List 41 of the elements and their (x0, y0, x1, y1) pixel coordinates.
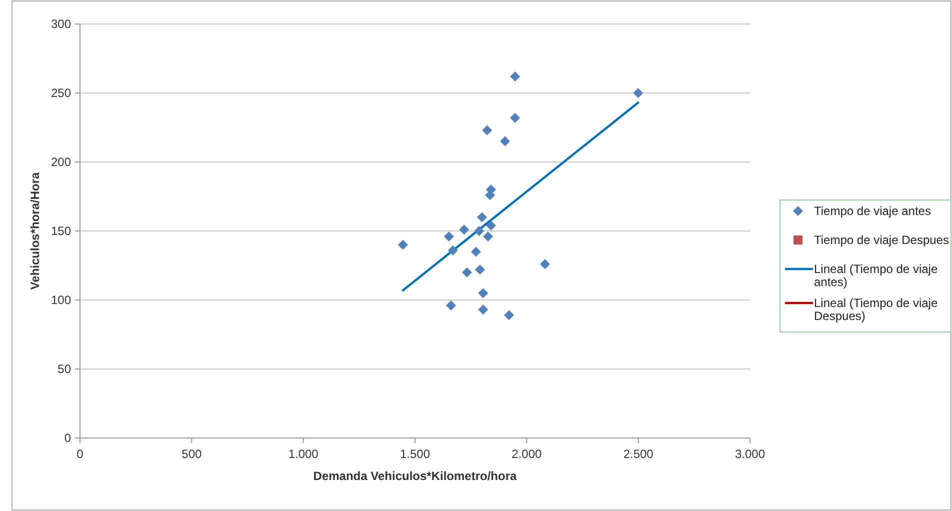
point (510, 71, 520, 82)
x-tick-label: 2.500 (623, 447, 654, 461)
point (510, 112, 520, 123)
point (504, 310, 514, 320)
y-tick-label: 0 (64, 431, 72, 445)
y-tick-label: 150 (50, 224, 72, 238)
point (462, 267, 472, 278)
x-tick-label: 2.000 (512, 447, 542, 461)
point (470, 246, 481, 257)
point (448, 245, 458, 256)
y-axis-title: Vehiculos*hora/Hora (28, 172, 42, 290)
point (483, 232, 494, 242)
x-tick-label: 1.000 (288, 447, 319, 461)
legend-label: Tiempo de viaje antes (814, 204, 931, 218)
legend-label: Lineal (Tiempo de viaje Despues) (814, 296, 938, 323)
x-axis-title: Demanda Vehiculos*Kilometro/hora (313, 469, 518, 483)
point (474, 264, 485, 275)
point (446, 300, 456, 311)
x-tick-label: 1.500 (400, 447, 430, 461)
point (478, 288, 488, 298)
y-tick-label: 300 (50, 17, 72, 31)
x-tick-label: 3.000 (734, 447, 766, 461)
point (486, 220, 496, 230)
point (444, 232, 454, 242)
point (474, 226, 484, 236)
x-tick-label: 0 (76, 447, 84, 461)
y-tick-label: 200 (50, 155, 72, 169)
x-tick-label: 500 (182, 447, 202, 461)
y-tick-label: 100 (50, 293, 72, 307)
point (540, 259, 550, 270)
point (482, 125, 492, 136)
legend-label: Lineal (Tiempo de viaje antes) (814, 262, 938, 289)
point (398, 240, 408, 250)
point (477, 212, 487, 222)
point (633, 88, 644, 98)
point (500, 136, 510, 146)
point (459, 224, 470, 235)
legend-label: Tiempo de viaje Despues (814, 233, 949, 247)
y-tick-label: 50 (58, 362, 72, 376)
point (478, 304, 488, 315)
y-tick-label: 250 (50, 86, 72, 100)
